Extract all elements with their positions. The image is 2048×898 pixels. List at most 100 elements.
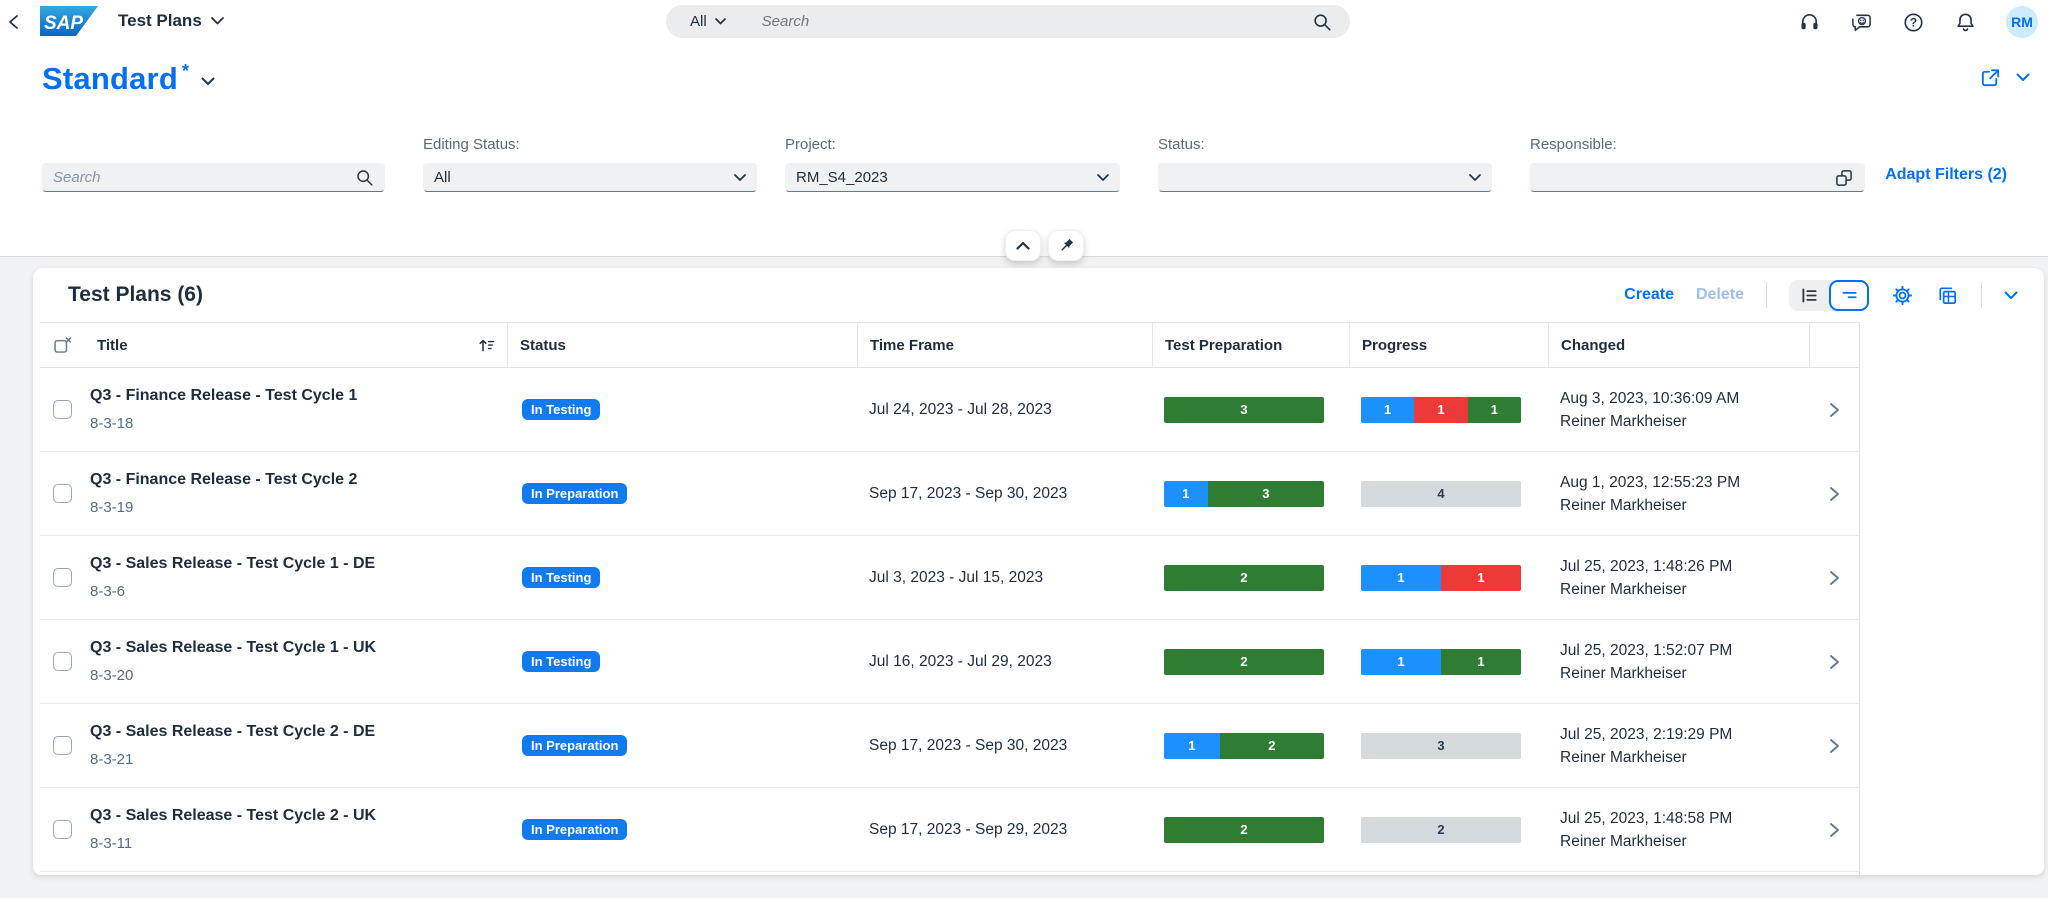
view-switch-list-button[interactable]	[1789, 280, 1829, 311]
search-input[interactable]	[759, 12, 1312, 31]
changed-timestamp: Jul 25, 2023, 1:48:58 PM	[1560, 809, 1733, 827]
headset-icon[interactable]	[1798, 11, 1821, 34]
export-menu-chevron[interactable]	[2004, 291, 2018, 300]
row-checkbox[interactable]	[53, 400, 72, 419]
changed-by: Reiner Markheiser	[1560, 412, 1687, 430]
row-title: Q3 - Sales Release - Test Cycle 2 - UK	[90, 807, 377, 824]
global-search[interactable]: All	[666, 5, 1350, 38]
search-icon[interactable]	[355, 168, 374, 187]
row-time-frame: Sep 17, 2023 - Sep 29, 2023	[869, 820, 1068, 838]
changed-timestamp: Aug 1, 2023, 12:55:23 PM	[1560, 473, 1741, 491]
filter-search-placeholder: Search	[53, 169, 101, 186]
row-id: 8-3-11	[90, 835, 133, 852]
row-title: Q3 - Finance Release - Test Cycle 1	[90, 387, 358, 404]
chevron-right-icon	[1830, 402, 1839, 417]
search-icon[interactable]	[1312, 12, 1332, 32]
row-navigation-button[interactable]	[1809, 788, 1859, 871]
table-header-row: Title Status Time Frame Test Preparation…	[40, 322, 1859, 368]
row-checkbox[interactable]	[53, 652, 72, 671]
row-checkbox[interactable]	[53, 736, 72, 755]
app-title-menu[interactable]: Test Plans	[118, 11, 224, 31]
filter-search-field[interactable]: Search	[42, 163, 385, 192]
chevron-right-icon	[1830, 654, 1839, 669]
row-navigation-button[interactable]	[1809, 368, 1859, 451]
table-row[interactable]: Q3 - Sales Release - Test Cycle 2 - UK 8…	[40, 788, 1859, 872]
status-badge: In Testing	[522, 651, 601, 672]
page-content: Test Plans (6) Create Delete	[0, 230, 2048, 898]
row-id: 8-3-19	[90, 499, 134, 516]
back-icon[interactable]	[6, 12, 22, 32]
row-checkbox[interactable]	[53, 820, 72, 839]
collapse-filter-bar-button[interactable]	[1005, 230, 1041, 261]
list-view-icon	[1801, 287, 1817, 303]
table-row[interactable]: Q3 - Sales Release - Test Cycle 1 - UK 8…	[40, 620, 1859, 704]
filter-select-project[interactable]: RM_S4_2023	[785, 163, 1120, 192]
sort-ascending-icon	[479, 339, 495, 351]
bell-icon[interactable]	[1954, 11, 1977, 34]
row-id: 8-3-18	[90, 415, 134, 432]
test-preparation-bar: 2	[1164, 648, 1324, 675]
shell-bar: SAP Test Plans All ? RM	[0, 0, 2048, 44]
column-header-progress[interactable]: Progress	[1349, 323, 1548, 367]
table-row[interactable]: Q3 - Sales Release - Test Cycle 1 - DE 8…	[40, 536, 1859, 620]
column-header-title[interactable]: Title	[85, 323, 507, 367]
share-icon[interactable]	[1979, 66, 2002, 89]
search-scope-value: All	[690, 13, 707, 30]
table-row[interactable]: Q3 - Finance Release - Test Cycle 2 8-3-…	[40, 452, 1859, 536]
chevron-down-icon[interactable]	[2016, 73, 2030, 82]
feedback-chat-icon[interactable]	[1850, 11, 1873, 34]
row-navigation-button[interactable]	[1809, 704, 1859, 787]
svg-text:SAP: SAP	[44, 13, 83, 34]
adapt-filters-button[interactable]: Adapt Filters (2)	[1885, 166, 2007, 183]
filter-bar: Search Editing Status: All Project: RM_S…	[0, 118, 2048, 257]
row-navigation-button[interactable]	[1809, 620, 1859, 703]
row-title: Q3 - Finance Release - Test Cycle 2	[90, 471, 358, 488]
column-header-time-frame[interactable]: Time Frame	[857, 323, 1152, 367]
value-help-icon[interactable]	[1834, 168, 1854, 188]
chevron-right-icon	[1830, 486, 1839, 501]
test-preparation-bar: 3	[1164, 396, 1324, 423]
status-badge: In Testing	[522, 399, 601, 420]
variant-selector[interactable]: Standard *	[42, 61, 215, 97]
chevron-down-icon	[714, 18, 726, 25]
app-title: Test Plans	[118, 11, 202, 30]
changed-by: Reiner Markheiser	[1560, 748, 1687, 766]
help-icon[interactable]: ?	[1902, 11, 1925, 34]
status-badge: In Preparation	[522, 819, 628, 840]
chevron-up-icon	[1016, 241, 1030, 250]
chevron-down-icon	[2004, 291, 2018, 299]
row-time-frame: Sep 17, 2023 - Sep 30, 2023	[869, 736, 1068, 754]
gear-icon	[1892, 285, 1913, 305]
row-checkbox[interactable]	[53, 484, 72, 503]
pin-filter-bar-button[interactable]	[1048, 230, 1084, 261]
view-switch-condensed-button[interactable]	[1829, 279, 1869, 311]
filter-select-status[interactable]	[1158, 163, 1492, 192]
view-switch	[1789, 279, 1869, 311]
create-button[interactable]: Create	[1624, 286, 1674, 303]
table-row[interactable]: Q3 - Finance Release - Test Cycle 1 8-3-…	[40, 368, 1859, 452]
avatar[interactable]: RM	[2006, 6, 2038, 38]
search-scope-select[interactable]: All	[690, 13, 726, 30]
changed-by: Reiner Markheiser	[1560, 580, 1687, 598]
row-id: 8-3-21	[90, 751, 134, 768]
table-row[interactable]: Q3 - Sales Release - Test Cycle 2 - DE 8…	[40, 704, 1859, 788]
column-header-changed[interactable]: Changed	[1548, 323, 1809, 367]
table-settings-button[interactable]	[1891, 284, 1914, 307]
row-navigation-button[interactable]	[1809, 452, 1859, 535]
filter-label-editing-status: Editing Status:	[423, 136, 520, 153]
svg-text:?: ?	[1910, 15, 1917, 29]
row-checkbox[interactable]	[53, 568, 72, 587]
column-header-status[interactable]: Status	[507, 323, 857, 367]
column-header-test-preparation[interactable]: Test Preparation	[1152, 323, 1349, 367]
row-title: Q3 - Sales Release - Test Cycle 1 - UK	[90, 639, 377, 656]
row-title: Q3 - Sales Release - Test Cycle 1 - DE	[90, 555, 376, 572]
page-title: Standard	[42, 61, 178, 96]
row-time-frame: Jul 16, 2023 - Jul 29, 2023	[869, 652, 1052, 670]
filter-input-responsible[interactable]	[1530, 163, 1865, 192]
export-button[interactable]	[1936, 284, 1959, 307]
filter-select-editing-status[interactable]: All	[423, 163, 757, 192]
deselect-all-button[interactable]	[40, 323, 85, 367]
sap-logo[interactable]: SAP	[40, 6, 98, 36]
row-navigation-button[interactable]	[1809, 536, 1859, 619]
